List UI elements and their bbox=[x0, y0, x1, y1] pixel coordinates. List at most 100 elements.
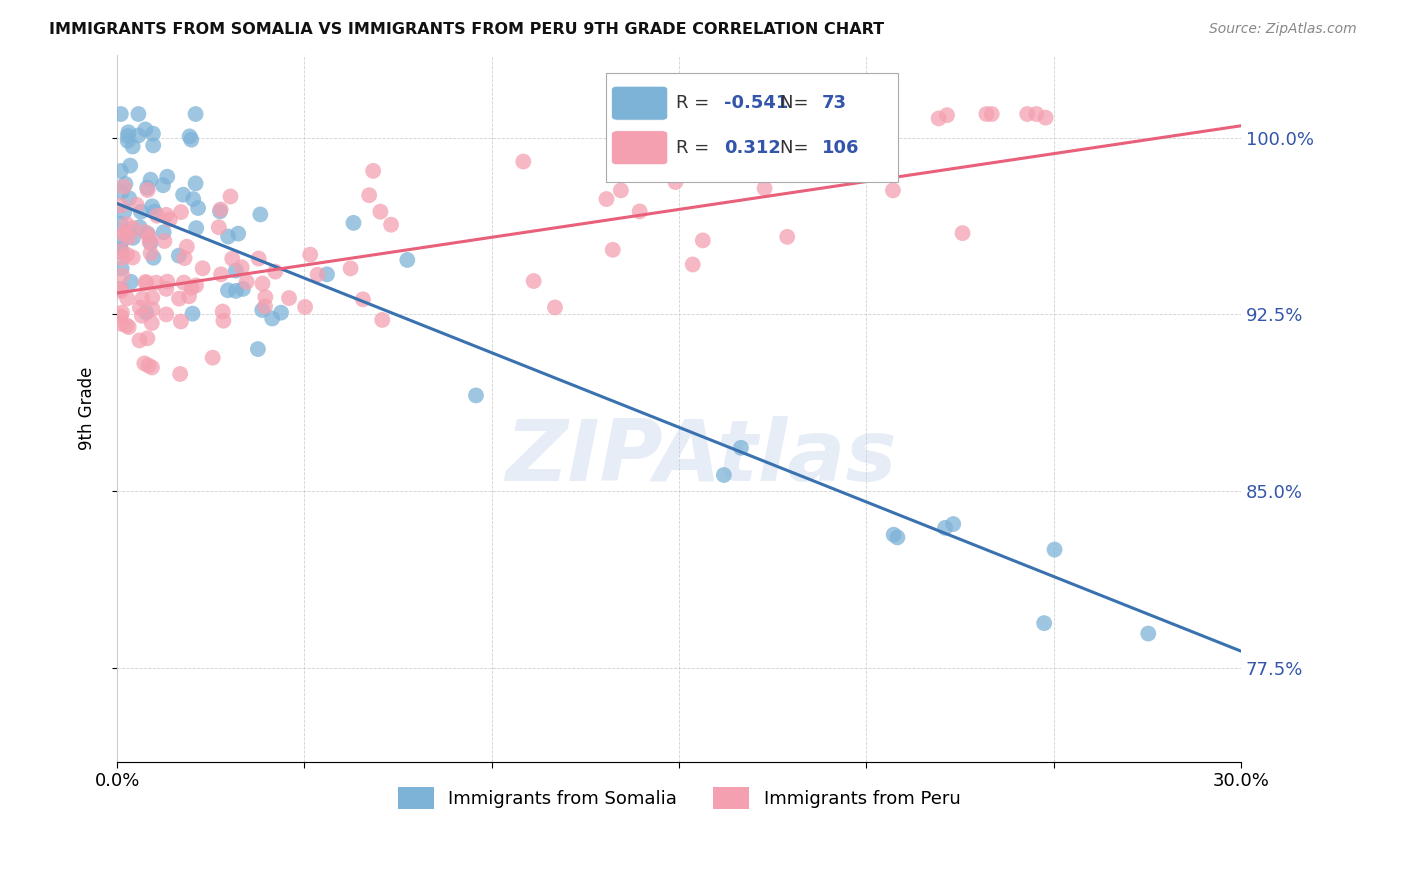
Point bbox=[209, 202, 232, 217]
Point bbox=[112, 205, 135, 219]
Point bbox=[115, 247, 138, 261]
Point bbox=[882, 183, 904, 197]
Point bbox=[208, 220, 231, 235]
Point bbox=[110, 309, 132, 323]
Point bbox=[117, 134, 139, 148]
Point bbox=[180, 281, 202, 295]
Point bbox=[664, 175, 686, 189]
Point bbox=[610, 183, 633, 197]
Point bbox=[141, 302, 163, 317]
Point bbox=[136, 227, 159, 241]
Point bbox=[217, 283, 239, 297]
Point bbox=[142, 127, 165, 141]
Point bbox=[111, 305, 134, 319]
Point bbox=[139, 246, 162, 260]
Point bbox=[1017, 107, 1039, 121]
Point bbox=[212, 314, 235, 328]
Point bbox=[1035, 111, 1057, 125]
Point bbox=[201, 351, 224, 365]
Point bbox=[153, 234, 176, 248]
Point bbox=[139, 235, 162, 250]
Point bbox=[141, 291, 163, 305]
Point bbox=[118, 230, 141, 244]
Point bbox=[176, 240, 198, 254]
Point bbox=[184, 107, 207, 121]
Point bbox=[886, 530, 908, 544]
Text: 0.312: 0.312 bbox=[724, 139, 780, 157]
Point bbox=[121, 139, 143, 153]
Point bbox=[146, 209, 169, 223]
Point bbox=[128, 334, 150, 348]
Text: ZIPAtlas: ZIPAtlas bbox=[506, 417, 897, 500]
Point bbox=[821, 107, 844, 121]
Point bbox=[370, 204, 392, 219]
Point bbox=[170, 205, 193, 219]
Point bbox=[127, 107, 149, 121]
Point bbox=[156, 275, 179, 289]
Point bbox=[142, 251, 165, 265]
Point bbox=[110, 282, 132, 296]
Point bbox=[209, 268, 232, 282]
FancyBboxPatch shape bbox=[606, 73, 898, 182]
Point bbox=[110, 284, 132, 298]
Point bbox=[111, 251, 134, 265]
Point bbox=[247, 252, 270, 266]
Point bbox=[167, 292, 190, 306]
Point bbox=[128, 220, 150, 235]
Point bbox=[361, 164, 384, 178]
Point bbox=[156, 169, 179, 184]
Point bbox=[294, 300, 316, 314]
Point bbox=[127, 128, 149, 143]
Text: N=: N= bbox=[780, 95, 814, 112]
Point bbox=[152, 225, 174, 239]
Point bbox=[179, 129, 201, 144]
Point bbox=[110, 242, 132, 256]
Point bbox=[136, 183, 159, 197]
Point bbox=[134, 356, 156, 370]
Point bbox=[169, 367, 191, 381]
Point bbox=[595, 192, 617, 206]
Point bbox=[211, 304, 233, 318]
Point bbox=[396, 252, 419, 267]
Point bbox=[225, 284, 247, 298]
Point bbox=[952, 226, 974, 240]
Point bbox=[208, 204, 231, 219]
Point bbox=[371, 313, 394, 327]
Point bbox=[170, 314, 193, 328]
Text: N=: N= bbox=[780, 139, 814, 157]
Point bbox=[254, 290, 277, 304]
Point bbox=[155, 208, 177, 222]
Point bbox=[125, 198, 148, 212]
Point bbox=[692, 234, 714, 248]
Point bbox=[252, 303, 274, 318]
Point bbox=[1043, 542, 1066, 557]
Point bbox=[177, 289, 200, 303]
Point bbox=[134, 225, 156, 239]
Point bbox=[307, 268, 329, 282]
Point bbox=[544, 301, 567, 315]
Point bbox=[1025, 107, 1047, 121]
Point bbox=[278, 291, 301, 305]
Point bbox=[152, 178, 174, 193]
Point bbox=[115, 217, 138, 231]
Point bbox=[110, 245, 132, 260]
Point bbox=[117, 224, 139, 238]
Point bbox=[1137, 626, 1160, 640]
Point bbox=[465, 388, 488, 402]
Point bbox=[628, 204, 651, 219]
Text: 106: 106 bbox=[821, 139, 859, 157]
Point bbox=[121, 251, 143, 265]
Legend: Immigrants from Somalia, Immigrants from Peru: Immigrants from Somalia, Immigrants from… bbox=[391, 780, 967, 816]
Point bbox=[187, 201, 209, 215]
Point bbox=[231, 260, 253, 275]
Point bbox=[155, 307, 177, 321]
Point bbox=[112, 227, 135, 242]
Point bbox=[120, 159, 142, 173]
Point bbox=[110, 317, 132, 331]
Point bbox=[254, 299, 277, 313]
Point bbox=[115, 318, 138, 333]
Point bbox=[135, 276, 157, 290]
Point bbox=[173, 276, 195, 290]
Point bbox=[143, 204, 166, 219]
Point bbox=[181, 307, 204, 321]
